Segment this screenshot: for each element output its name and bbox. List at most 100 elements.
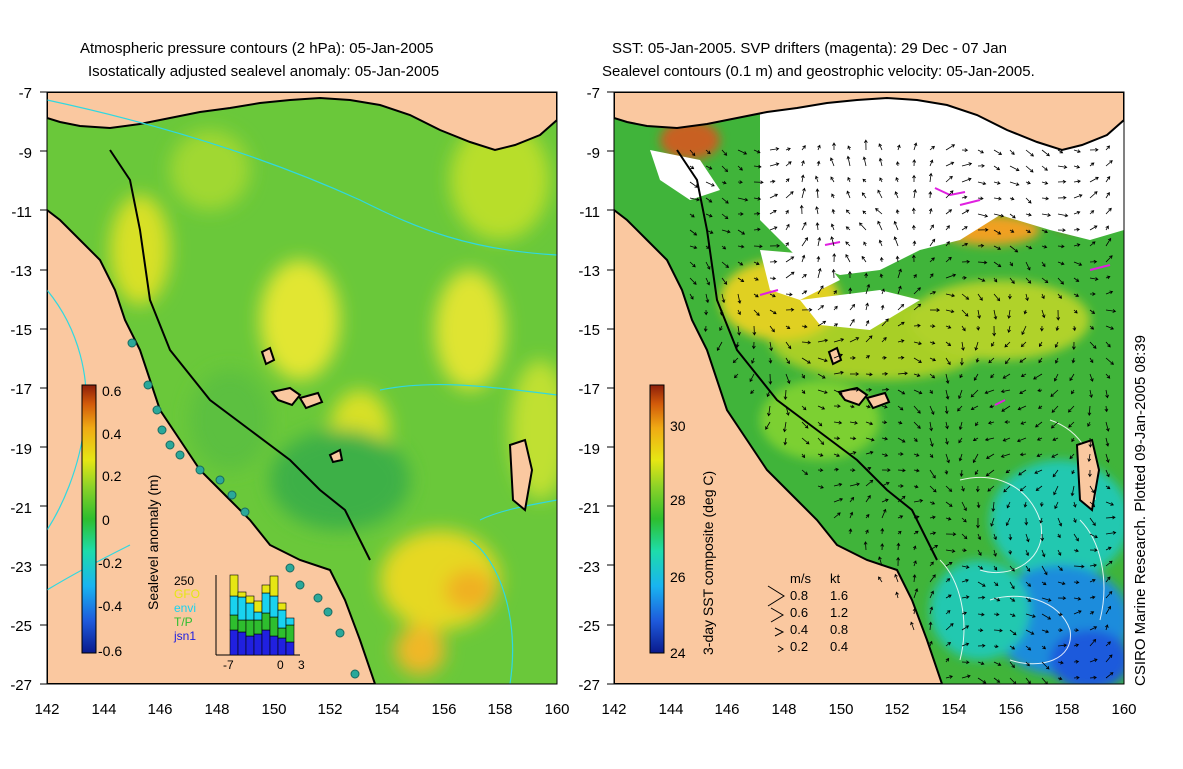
velocity-arrow (865, 421, 874, 426)
velocity-arrow (865, 513, 870, 519)
velocity-arrow (863, 139, 868, 151)
velocity-arrow (972, 453, 979, 464)
velocity-arrow (945, 675, 953, 679)
velocity-arrow (816, 160, 821, 167)
left-lon-axis: 142 144 146 148 150 152 154 156 158 160 (34, 701, 569, 718)
velocity-arrow (1105, 145, 1111, 151)
velocity-arrow (833, 389, 843, 395)
left-cb-tick: -0.4 (98, 598, 122, 614)
velocity-arrow (961, 625, 970, 631)
velocity-arrow (1024, 517, 1029, 526)
velocity-arrow (862, 178, 867, 183)
velocity-arrow (1088, 469, 1092, 478)
velocity-arrow (831, 208, 836, 215)
velocity-arrow (1089, 341, 1097, 349)
velocity-arrow (945, 341, 952, 347)
velocity-arrow (1087, 421, 1091, 427)
velocity-arrow (961, 275, 967, 280)
velocity-arrow (785, 325, 791, 330)
velocity-arrow (1035, 421, 1043, 428)
velocity-arrow (1057, 517, 1063, 527)
velocity-arrow (1089, 162, 1095, 167)
velocity-arrow (1009, 277, 1015, 284)
inset-legend-jsn1: jsn1 (173, 629, 196, 643)
left-cb-tick: 0.6 (102, 383, 122, 399)
velocity-arrow (958, 437, 963, 444)
velocity-arrow (849, 387, 860, 392)
velocity-arrow (1052, 469, 1059, 478)
right-map (614, 92, 1124, 684)
velocity-arrow (705, 197, 713, 203)
velocity-arrow (897, 355, 905, 360)
velocity-arrow (1089, 578, 1096, 583)
velocity-arrow (1053, 373, 1059, 382)
velocity-arrow (1025, 165, 1034, 173)
velocity-arrow (751, 341, 756, 350)
velocity-arrow (1089, 277, 1099, 281)
velocity-arrow (1073, 165, 1081, 169)
left-cb-tick: 0 (102, 512, 110, 528)
velocity-arrow (1036, 453, 1043, 457)
velocity-arrow (833, 436, 841, 441)
velocity-arrow (987, 485, 995, 492)
lon-tick: 154 (374, 701, 399, 718)
velocity-arrow (961, 485, 965, 492)
velocity-arrow (975, 485, 980, 493)
velocity-arrow (929, 606, 934, 615)
velocity-arrow (1105, 531, 1117, 535)
velocity-arrow (895, 176, 899, 183)
velocity-arrow (945, 610, 951, 615)
velocity-arrow (833, 420, 843, 425)
velocity-arrow (1089, 176, 1099, 183)
lon-tick: 160 (544, 701, 569, 718)
velocity-arrow (881, 508, 887, 519)
velocity-arrow (913, 453, 920, 457)
velocity-arrow (993, 229, 1002, 235)
velocity-arrow (1038, 357, 1043, 364)
lon-tick: 158 (1054, 701, 1079, 718)
velocity-arrow (1055, 325, 1060, 332)
velocity-arrow (1089, 675, 1097, 680)
velocity-arrow (849, 496, 855, 503)
velocity-arrow (1020, 421, 1027, 425)
velocity-arrow (879, 273, 884, 279)
velocity-arrow (846, 155, 851, 167)
velocity-arrow (1002, 373, 1011, 379)
velocity-arrow (815, 206, 819, 215)
coral-sea-islands (260, 346, 534, 512)
velocity-arrow (881, 453, 889, 457)
velocity-arrow (1057, 643, 1068, 648)
velocity-arrow (1105, 437, 1110, 447)
velocity-arrow (977, 643, 986, 648)
velocity-arrow (1105, 237, 1112, 247)
velocity-arrow (929, 324, 936, 328)
velocity-arrow (833, 404, 841, 408)
velocity-arrow (893, 220, 899, 231)
australia-land (614, 208, 944, 684)
velocity-arrow (961, 209, 970, 215)
velocity-arrow (847, 176, 851, 183)
velocity-arrow (913, 287, 921, 295)
velocity-arrow (861, 192, 867, 199)
velocity-arrow (945, 594, 952, 599)
velocity-arrow (705, 245, 710, 249)
velocity-arrow (897, 484, 904, 488)
velocity-arrow (1073, 596, 1082, 601)
velocity-arrow (800, 174, 805, 183)
velocity-arrow (945, 175, 953, 183)
velocity-arrow (1008, 533, 1013, 541)
velocity-arrow (1017, 405, 1027, 411)
velocity-arrow (913, 421, 921, 429)
velocity-arrow (1035, 485, 1043, 491)
velocity-arrow (1057, 179, 1067, 184)
velocity-arrow (732, 357, 739, 364)
velocity-arrow (897, 468, 906, 473)
velocity-arrow (719, 309, 724, 316)
velocity-arrow (1073, 149, 1081, 153)
velocity-arrow (913, 273, 917, 279)
velocity-arrow (1041, 277, 1049, 284)
velocity-arrow (1053, 485, 1059, 496)
velocity-arrow (945, 161, 955, 167)
velocity-arrow (1073, 309, 1078, 314)
velocity-arrow (1025, 261, 1031, 271)
